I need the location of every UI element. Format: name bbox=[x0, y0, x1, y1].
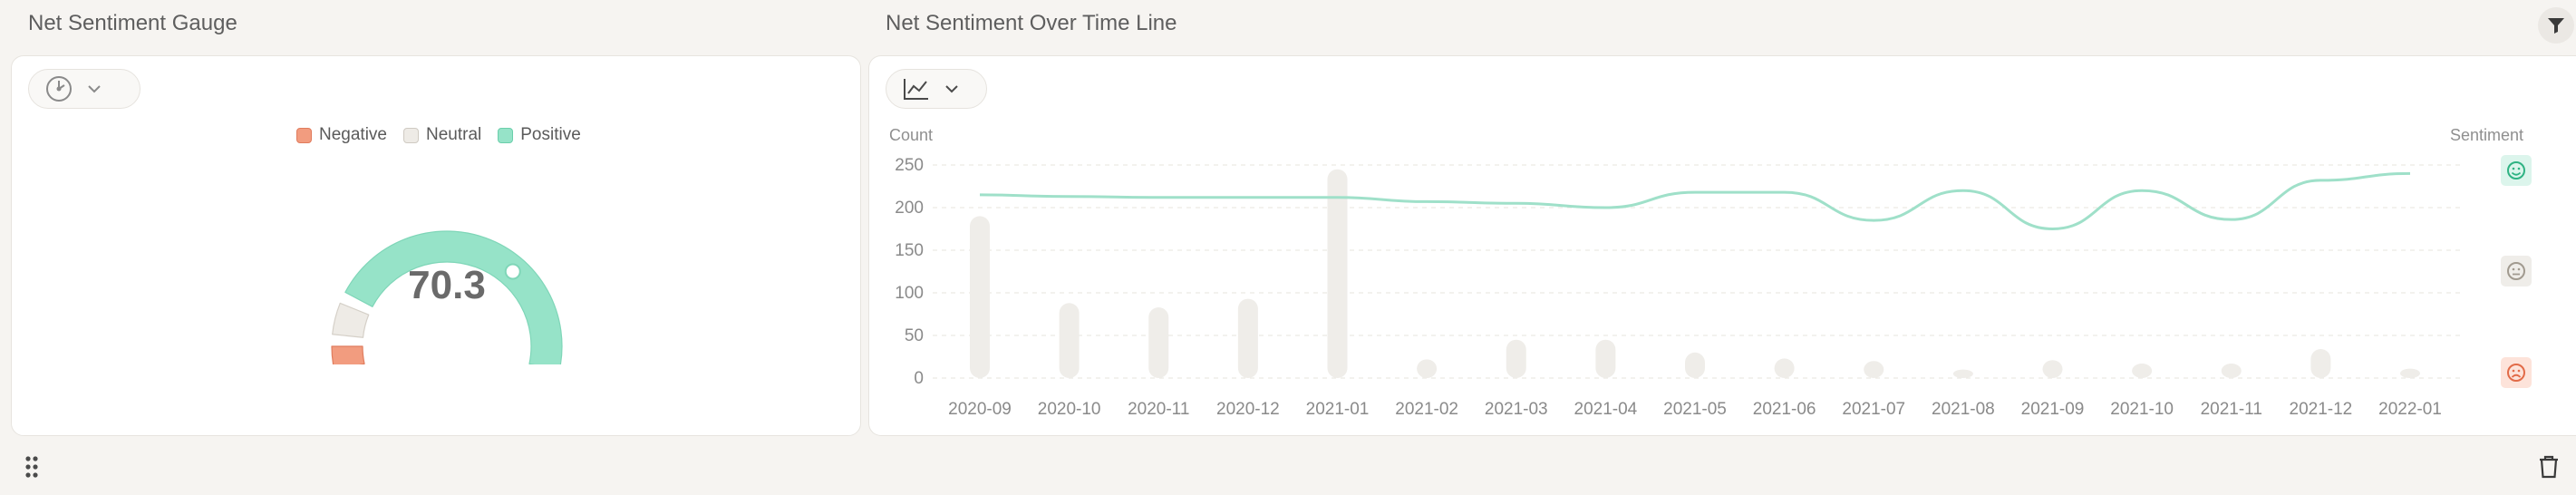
smile-icon bbox=[2507, 161, 2525, 180]
frown-icon bbox=[2507, 364, 2525, 382]
count-bar[interactable] bbox=[1148, 306, 1169, 378]
x-tick-label: 2021-03 bbox=[1485, 400, 1548, 419]
count-bar[interactable] bbox=[1059, 303, 1080, 378]
legend-label-neutral: Neutral bbox=[426, 125, 482, 144]
count-bar[interactable] bbox=[1237, 298, 1258, 378]
count-bar[interactable] bbox=[1952, 369, 1973, 378]
x-tick-label: 2022-01 bbox=[2378, 400, 2442, 419]
x-tick-label: 2021-02 bbox=[1395, 400, 1458, 419]
x-tick-label: 2021-09 bbox=[2021, 400, 2085, 419]
left-axis-title: Count bbox=[889, 126, 934, 144]
legend-swatch-negative bbox=[296, 127, 312, 143]
drag-handle[interactable] bbox=[20, 453, 44, 480]
legend-swatch-neutral bbox=[403, 127, 419, 143]
sentiment-indicator-positive bbox=[2501, 155, 2532, 186]
y-tick-label: 50 bbox=[905, 326, 924, 345]
y-tick-label: 100 bbox=[895, 284, 924, 303]
trash-icon bbox=[2540, 455, 2558, 479]
count-bar[interactable] bbox=[970, 216, 990, 378]
line-chart-card: Count Sentiment 0 50 100 150 200 250 2020-09 2… bbox=[868, 55, 2576, 436]
chart-type-selector-line[interactable] bbox=[886, 69, 987, 109]
sentiment-over-time-chart: 0 50 100 150 200 250 2020-09 2020-10 2020-11 202… bbox=[895, 155, 2532, 419]
x-tick-label: 2020-11 bbox=[1128, 400, 1189, 419]
gauge-value: 70.3 bbox=[408, 263, 486, 307]
count-bar[interactable] bbox=[1595, 339, 1616, 378]
legend-label-negative: Negative bbox=[319, 125, 387, 144]
count-bar[interactable] bbox=[2132, 364, 2153, 378]
count-bar[interactable] bbox=[2042, 360, 2063, 378]
x-tick-label: 2020-09 bbox=[948, 400, 1012, 419]
chevron-down-icon bbox=[88, 85, 101, 93]
y-tick-label: 200 bbox=[895, 199, 924, 218]
y-tick-label: 250 bbox=[895, 156, 924, 175]
sentiment-line[interactable] bbox=[979, 171, 2411, 231]
y-tick-label: 150 bbox=[895, 241, 924, 260]
legend-item-positive[interactable]: Positive bbox=[498, 125, 581, 145]
filter-button[interactable] bbox=[2538, 7, 2574, 44]
x-tick-label: 2021-04 bbox=[1574, 400, 1638, 419]
count-bar[interactable] bbox=[1327, 169, 1348, 378]
count-bar[interactable] bbox=[2221, 364, 2242, 378]
count-bar[interactable] bbox=[2400, 368, 2420, 378]
y-tick-label: 0 bbox=[914, 369, 924, 388]
drag-handle-icon bbox=[25, 456, 38, 478]
x-tick-label: 2020-12 bbox=[1216, 400, 1280, 419]
line-panel-title: Net Sentiment Over Time Line bbox=[886, 11, 1177, 35]
sentiment-indicator-neutral bbox=[2501, 256, 2532, 286]
right-axis-title: Sentiment bbox=[2450, 126, 2524, 144]
gauge-chart bbox=[331, 230, 563, 364]
legend-item-negative[interactable]: Negative bbox=[296, 125, 387, 145]
gauge-segment-negative bbox=[331, 345, 365, 364]
gauge-segment-neutral bbox=[332, 302, 370, 338]
count-bar[interactable] bbox=[1864, 361, 1884, 378]
gauge-pointer bbox=[504, 263, 521, 280]
x-tick-label: 2021-05 bbox=[1663, 400, 1727, 419]
x-tick-label: 2020-10 bbox=[1038, 400, 1101, 419]
gauge-panel-title: Net Sentiment Gauge bbox=[28, 11, 237, 35]
x-tick-label: 2021-07 bbox=[1842, 400, 1905, 419]
x-tick-label: 2021-11 bbox=[2201, 400, 2262, 419]
x-tick-label: 2021-01 bbox=[1306, 400, 1370, 419]
gauge-legend: Negative Neutral Positive bbox=[296, 125, 581, 145]
gauge-card: Negative Neutral Positive 70.3 bbox=[11, 55, 861, 436]
x-tick-label: 2021-06 bbox=[1753, 400, 1816, 419]
legend-label-positive: Positive bbox=[520, 125, 581, 144]
neutral-face-icon bbox=[2507, 262, 2525, 280]
filter-icon bbox=[2548, 18, 2564, 34]
x-tick-label: 2021-10 bbox=[2110, 400, 2174, 419]
count-bar[interactable] bbox=[2310, 349, 2331, 378]
gauge-icon bbox=[46, 76, 72, 102]
chevron-down-icon bbox=[945, 85, 958, 93]
line-chart-icon bbox=[904, 79, 928, 100]
gauge-segment-positive bbox=[344, 230, 563, 364]
count-bar[interactable] bbox=[1685, 352, 1705, 378]
legend-item-neutral[interactable]: Neutral bbox=[403, 125, 481, 145]
count-bar[interactable] bbox=[1774, 358, 1795, 378]
count-bar[interactable] bbox=[1506, 339, 1526, 378]
x-tick-label: 2021-08 bbox=[1932, 400, 1995, 419]
sentiment-indicator-negative bbox=[2501, 357, 2532, 388]
x-tick-label: 2021-12 bbox=[2290, 400, 2353, 419]
count-bar[interactable] bbox=[1417, 359, 1438, 378]
legend-swatch-positive bbox=[498, 127, 514, 143]
delete-button[interactable] bbox=[2533, 451, 2564, 482]
chart-type-selector[interactable] bbox=[28, 69, 140, 109]
